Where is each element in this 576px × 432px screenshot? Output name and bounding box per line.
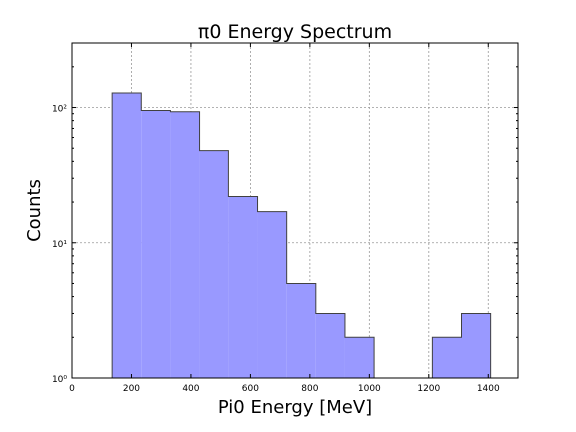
histogram-bar: [141, 110, 171, 378]
x-tick-label: 200: [123, 384, 140, 394]
y-tick-label: 10⁰: [52, 375, 67, 385]
histogram-bar: [228, 196, 258, 378]
plot-frame: [71, 42, 519, 379]
x-tick-label: 1200: [417, 384, 440, 394]
chart-title: π0 Energy Spectrum: [198, 21, 392, 43]
x-tick-label: 1400: [477, 384, 500, 394]
histogram-bar: [315, 313, 345, 378]
histogram-bar: [286, 283, 316, 378]
x-tick-label: 800: [301, 384, 318, 394]
x-tick-label: 0: [69, 384, 75, 394]
y-tick-label: 10²: [52, 105, 67, 115]
histogram-bar: [199, 150, 229, 378]
y-tick-label: 10¹: [52, 240, 67, 250]
histogram-bar: [257, 211, 287, 378]
histogram-bar: [344, 337, 375, 378]
y-axis-label: Counts: [24, 179, 45, 242]
x-tick-label: 600: [242, 384, 259, 394]
x-tick-label: 1000: [358, 384, 381, 394]
histogram-outline: [111, 92, 492, 379]
histogram-bar: [112, 93, 142, 378]
x-tick-label: 400: [182, 384, 199, 394]
histogram-bar: [461, 313, 491, 378]
histogram-bar: [170, 111, 200, 378]
histogram-bar: [432, 337, 462, 378]
x-axis-label: Pi0 Energy [MeV]: [218, 397, 372, 418]
